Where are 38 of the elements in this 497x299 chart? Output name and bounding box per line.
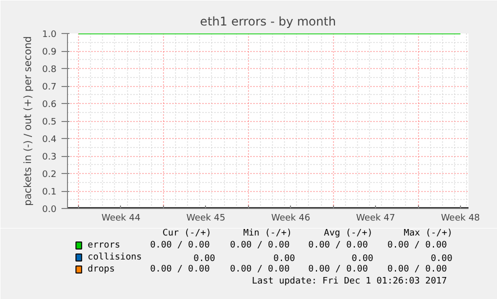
text: 0.00 / 0.00	[308, 240, 368, 250]
x-tick-label: Week 45	[186, 214, 226, 224]
y-axis-title: packets in (-) / out (+) per second	[23, 36, 34, 206]
x-tick-label: Week 47	[356, 214, 396, 224]
text: 0.00 / 0.00	[150, 240, 210, 250]
y-tick-label: 0.8	[42, 65, 57, 75]
y-tick-label: 0.7	[42, 82, 57, 92]
text: 0.00 / 0.00	[387, 240, 447, 250]
x-tick-label: Week 46	[271, 214, 310, 224]
text: 0.00	[193, 254, 216, 264]
y-tick-label: 0.3	[42, 152, 57, 162]
text: Cur (-/+)	[162, 228, 212, 238]
y-tick-label: 0.1	[42, 188, 57, 198]
legend-label: errors	[88, 240, 120, 250]
text: Min (-/+)	[243, 228, 292, 238]
text: 0.00 / 0.00	[230, 264, 290, 274]
text: Avg (-/+)	[324, 228, 373, 238]
text: 0.00 / 0.00	[150, 264, 210, 274]
y-tick-label: 1.0	[42, 30, 57, 40]
y-tick-label: 0.5	[42, 118, 57, 128]
chart-title: eth1 errors - by month	[200, 14, 336, 28]
y-tick-label: 0.4	[42, 135, 57, 145]
text: 0.00 / 0.00	[387, 264, 447, 274]
y-tick-label: 0.9	[42, 48, 57, 58]
text: Last update: Fri Dec 1 01:26:03 2017	[252, 276, 447, 286]
text: Max (-/+)	[404, 228, 453, 238]
legend-label: drops	[88, 264, 115, 274]
y-tick-label: 0.2	[42, 170, 57, 180]
text: 0.00	[430, 254, 452, 264]
x-tick-label: Week 48	[440, 214, 480, 224]
y-tick-label: 0.0	[42, 205, 57, 215]
text: 0.00	[352, 254, 374, 264]
y-tick-label: 0.6	[42, 100, 57, 110]
text: 0.00 / 0.00	[230, 240, 290, 250]
text: 0.00	[273, 254, 296, 264]
x-tick-label: Week 44	[101, 214, 141, 224]
legend-label: collisions	[88, 252, 142, 262]
text: 0.00 / 0.00	[308, 264, 368, 274]
